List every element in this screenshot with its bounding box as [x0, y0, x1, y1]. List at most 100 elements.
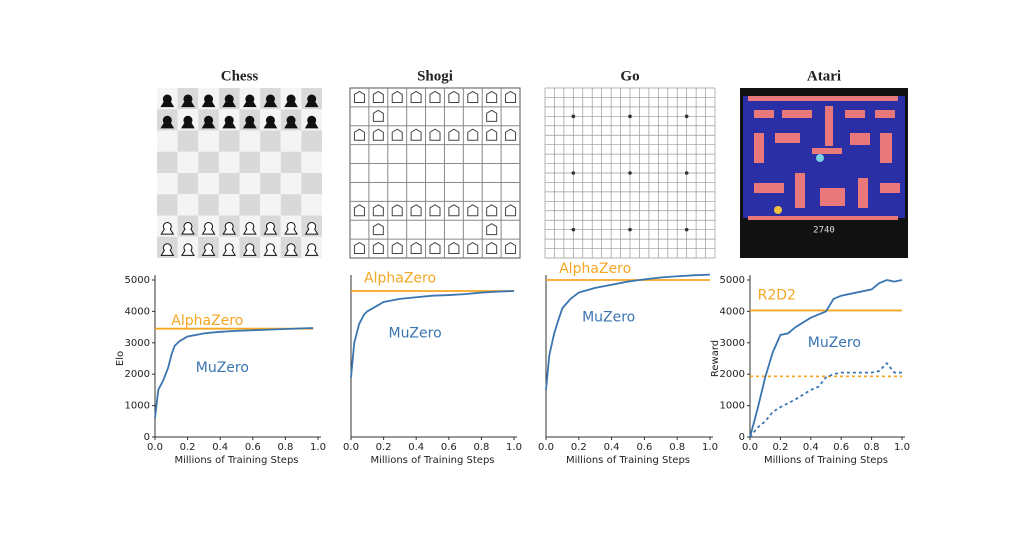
- board-square: [260, 173, 281, 195]
- chess-piece: [222, 94, 237, 108]
- x-tick-label: 1.0: [894, 442, 910, 453]
- y-tick-label: 4000: [720, 306, 745, 317]
- shogi-piece: [467, 128, 479, 141]
- x-tick-label: 0.8: [277, 442, 293, 453]
- board-square: [218, 130, 240, 152]
- shogi-piece: [505, 90, 517, 103]
- maze-wall: [775, 133, 800, 143]
- series-label: MuZero: [808, 335, 861, 351]
- shogi-piece: [372, 204, 384, 217]
- shogi-piece: [391, 204, 403, 217]
- board-square: [239, 151, 261, 173]
- y-tick-label: 2000: [720, 369, 745, 380]
- shogi-piece: [410, 90, 422, 103]
- chess-piece: [242, 243, 257, 256]
- board-square: [177, 173, 199, 195]
- y-tick-label: 0: [739, 432, 745, 443]
- chess-piece: [304, 94, 319, 108]
- x-tick-label: 0.6: [833, 442, 849, 453]
- shogi-piece: [391, 241, 403, 255]
- y-tick-label: 3000: [720, 338, 745, 349]
- board-square: [198, 130, 219, 152]
- shogi-piece: [410, 128, 422, 141]
- star-point: [628, 171, 632, 175]
- y-tick-label: 1000: [720, 401, 745, 412]
- x-axis-label: Millions of Training Steps: [764, 455, 888, 466]
- maze-wall: [820, 188, 845, 206]
- y-tick-label: 0: [144, 432, 150, 443]
- x-tick-label: 0.6: [636, 442, 652, 453]
- shogi-piece: [448, 241, 460, 255]
- maze-wall: [825, 106, 833, 146]
- shogi-piece: [391, 128, 403, 141]
- shogi-piece: [467, 90, 479, 103]
- shogi-piece: [505, 204, 517, 217]
- series-label: MuZero: [582, 310, 635, 326]
- shogi-piece: [391, 90, 403, 103]
- board-square: [301, 130, 322, 152]
- maze-wall: [875, 110, 895, 118]
- board-square: [157, 151, 178, 173]
- shogi-piece: [486, 223, 498, 236]
- chess-piece: [284, 94, 298, 108]
- chess-piece: [201, 94, 216, 108]
- shogi-piece: [486, 90, 498, 103]
- y-axis-label: Elo: [115, 351, 126, 366]
- x-tick-label: 0.2: [376, 442, 392, 453]
- chart-title: Go: [620, 68, 639, 84]
- y-tick-label: 2000: [125, 369, 150, 380]
- x-tick-label: 0.2: [772, 442, 788, 453]
- board-square: [177, 130, 199, 152]
- shogi-piece: [353, 204, 365, 217]
- x-axis-label: Millions of Training Steps: [370, 455, 494, 466]
- y-tick-label: 5000: [720, 275, 745, 286]
- chart-title: Shogi: [417, 68, 453, 84]
- board-square: [301, 173, 322, 195]
- board-square: [198, 151, 219, 173]
- shogi-piece: [448, 204, 460, 217]
- chess-piece: [160, 221, 175, 235]
- x-tick-label: 0.6: [441, 442, 457, 453]
- series-label: AlphaZero: [364, 270, 436, 286]
- series-line: [545, 273, 711, 390]
- board-square: [239, 130, 261, 152]
- x-tick-label: 1.0: [310, 442, 326, 453]
- board-square: [301, 151, 322, 173]
- series-line: [350, 290, 515, 378]
- chess-piece: [160, 94, 175, 108]
- board-square: [280, 151, 302, 173]
- board-square: [157, 130, 178, 152]
- series-label: MuZero: [388, 325, 441, 341]
- shogi-piece: [372, 223, 384, 236]
- shogi-piece: [429, 128, 441, 141]
- board-square: [218, 194, 240, 216]
- series-line: [749, 361, 902, 438]
- maze-wall: [880, 133, 892, 163]
- shogi-piece: [505, 128, 517, 141]
- board-square: [239, 194, 261, 216]
- board-square: [260, 130, 281, 152]
- maze-wall: [754, 110, 774, 118]
- maze-wall: [748, 96, 898, 101]
- series-line: [154, 327, 314, 419]
- shogi-piece: [429, 204, 441, 217]
- x-tick-label: 0.0: [147, 442, 163, 453]
- series-line: [749, 279, 903, 438]
- x-tick-label: 0.8: [473, 442, 489, 453]
- star-point: [684, 114, 689, 119]
- chess-piece: [181, 115, 195, 129]
- star-point: [571, 171, 576, 175]
- chess-piece: [160, 243, 175, 256]
- chart-title: Atari: [807, 68, 841, 84]
- chess-piece: [222, 115, 237, 129]
- x-tick-label: 0.8: [864, 442, 880, 453]
- chess-piece: [263, 115, 278, 129]
- chess-piece: [304, 243, 319, 256]
- chess-piece: [242, 94, 257, 108]
- chess-piece: [222, 243, 237, 256]
- chess-piece: [263, 221, 278, 235]
- chess-piece: [263, 94, 278, 108]
- x-axis-label: Millions of Training Steps: [566, 455, 690, 466]
- chess-piece: [284, 221, 298, 235]
